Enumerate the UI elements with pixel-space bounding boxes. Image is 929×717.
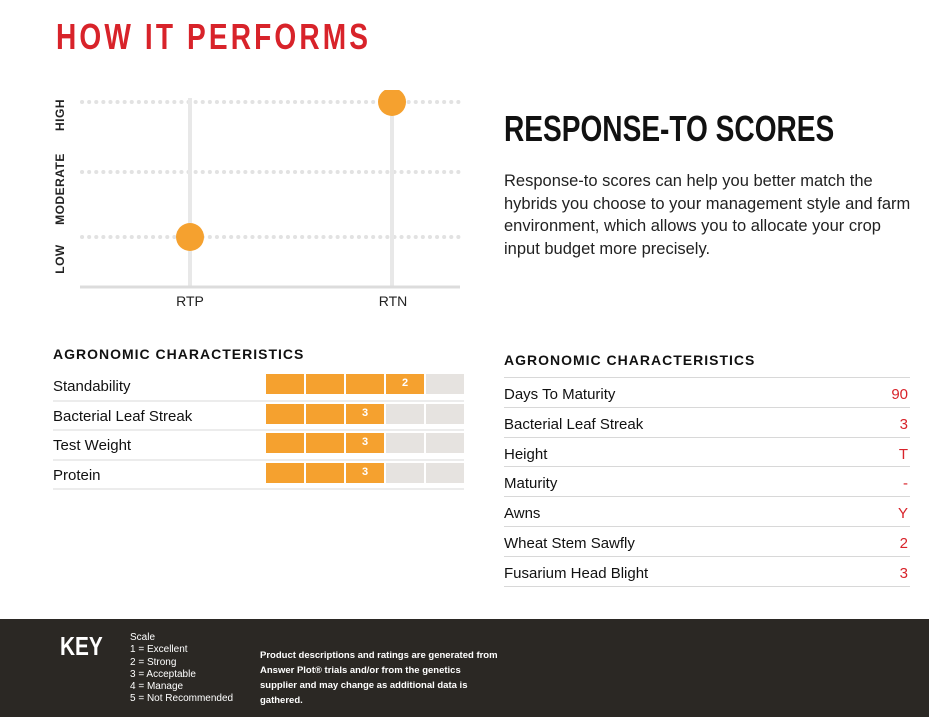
- rating-segment-empty: [386, 462, 424, 483]
- scale-item: 3 = Acceptable: [130, 668, 196, 680]
- bar-row: Bacterial Leaf Streak 3: [53, 402, 464, 431]
- scale-label: Scale: [130, 632, 156, 643]
- rating-segment-filled: [266, 374, 304, 394]
- value-row-label: Awns: [504, 505, 541, 523]
- rating-score: 3: [361, 465, 369, 478]
- rating-segment-filled: 2: [386, 374, 424, 394]
- value-row-value: T: [898, 445, 908, 463]
- rating-segment-filled: 3: [346, 403, 384, 424]
- rating-bar: 3: [266, 462, 464, 483]
- value-row-value: 3: [899, 415, 908, 433]
- key-title: KEY: [60, 631, 103, 661]
- y-tick-label-high: HIGH: [53, 99, 67, 131]
- data-point-rtp: [176, 223, 204, 251]
- y-tick-label-low: LOW: [53, 244, 67, 274]
- response-to-description: Response-to scores can help you better m…: [504, 172, 911, 258]
- rating-segment-filled: [306, 403, 344, 424]
- rating-score: 2: [401, 377, 409, 389]
- value-row: Fusarium Head Blight 3: [504, 557, 910, 587]
- bar-row-label: Protein: [53, 466, 101, 484]
- rating-segment-empty: [426, 403, 464, 424]
- value-row-value: Y: [897, 505, 908, 523]
- value-row-label: Maturity: [504, 475, 558, 493]
- y-tick-label-moderate: MODERATE: [53, 153, 67, 225]
- rating-score: 3: [361, 406, 369, 419]
- value-row-label: Days To Maturity: [504, 386, 616, 403]
- bar-row-label: Bacterial Leaf Streak: [53, 407, 193, 425]
- value-row-value: 3: [899, 564, 908, 582]
- rating-bar: 2: [266, 374, 464, 394]
- scale-item: 2 = Strong: [130, 656, 177, 668]
- value-row: Wheat Stem Sawfly 2: [504, 527, 910, 557]
- scale-legend: Scale 1 = Excellent 2 = Strong 3 = Accep…: [130, 632, 233, 706]
- rating-segment-filled: [306, 374, 344, 394]
- bar-ratings-table: Standability 2 Bacterial Leaf Streak 3 Test …: [53, 372, 464, 490]
- x-tick-label-rtn: RTN: [378, 293, 408, 309]
- value-row: Bacterial Leaf Streak 3: [504, 408, 910, 438]
- rating-segment-empty: [386, 433, 424, 453]
- rating-segment-filled: 3: [346, 433, 384, 453]
- rating-bar: 3: [266, 433, 464, 453]
- response-to-chart: HIGH MODERATE LOW RTP RTN: [40, 90, 480, 320]
- rating-segment-filled: [306, 462, 344, 483]
- response-to-title: RESPONSE-TO SCORES: [504, 108, 835, 149]
- right-table-heading: AGRONOMIC CHARACTERISTICS: [504, 352, 756, 368]
- bar-row-label: Standability: [53, 378, 131, 395]
- rating-segment-empty: [386, 403, 424, 424]
- rating-score: 3: [361, 436, 369, 448]
- rating-segment-empty: [426, 433, 464, 453]
- rating-bar: 3: [266, 403, 464, 424]
- bar-row-label: Test Weight: [53, 437, 132, 454]
- chart-plot: [80, 90, 462, 289]
- value-row-label: Fusarium Head Blight: [504, 564, 649, 582]
- data-point-rtn: [378, 90, 406, 116]
- key-footer: KEY Scale 1 = Excellent 2 = Strong 3 = A…: [0, 619, 929, 717]
- x-tick-label-rtp: RTP: [176, 293, 204, 309]
- page-title: HOW IT PERFORMS: [56, 16, 372, 57]
- value-row: Height T: [504, 438, 910, 468]
- value-row-label: Wheat Stem Sawfly: [504, 534, 635, 552]
- rating-segment-filled: 3: [346, 462, 384, 483]
- scale-item: 4 = Manage: [130, 681, 184, 693]
- value-row-label: Bacterial Leaf Streak: [504, 415, 644, 433]
- value-row-value: 90: [891, 386, 908, 403]
- rating-segment-filled: [266, 462, 304, 483]
- rating-segment-empty: [426, 374, 464, 394]
- scale-item: 1 = Excellent: [130, 644, 188, 656]
- rating-segment-filled: [266, 433, 304, 453]
- rating-segment-empty: [426, 462, 464, 483]
- scale-item: 5 = Not Recommended: [130, 693, 234, 705]
- rating-segment-filled: [306, 433, 344, 453]
- bar-row: Standability 2: [53, 372, 464, 402]
- value-row: Awns Y: [504, 497, 910, 527]
- bar-row: Test Weight 3: [53, 431, 464, 461]
- rating-segment-filled: [346, 374, 384, 394]
- value-row-value: -: [903, 475, 908, 493]
- value-row-value: 2: [899, 534, 908, 552]
- left-table-heading: AGRONOMIC CHARACTERISTICS: [53, 346, 305, 362]
- value-row: Days To Maturity 90: [504, 378, 910, 408]
- bar-row: Protein 3: [53, 461, 464, 490]
- value-row: Maturity -: [504, 467, 910, 498]
- rating-segment-filled: [266, 403, 304, 424]
- value-row-label: Height: [504, 445, 548, 463]
- value-ratings-table: Days To Maturity 90 Bacterial Leaf Streak 3…: [504, 377, 910, 587]
- disclaimer-text: Product descriptions and ratings are gen…: [260, 650, 498, 706]
